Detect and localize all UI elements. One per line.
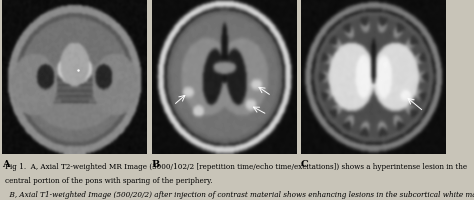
Text: C: C (301, 159, 309, 168)
Text: B, Axial T1-weighted Image (500/20/2) after injection of contrast material shows: B, Axial T1-weighted Image (500/20/2) af… (5, 190, 474, 198)
Text: B: B (152, 159, 160, 168)
Text: central portion of the pons with sparing of the periphery.: central portion of the pons with sparing… (5, 176, 212, 184)
Text: A: A (2, 159, 10, 168)
Text: Fig 1.  A, Axial T2-weighted MR Image (3000/102/2 [repetition time/echo time/exc: Fig 1. A, Axial T2-weighted MR Image (30… (5, 162, 467, 170)
